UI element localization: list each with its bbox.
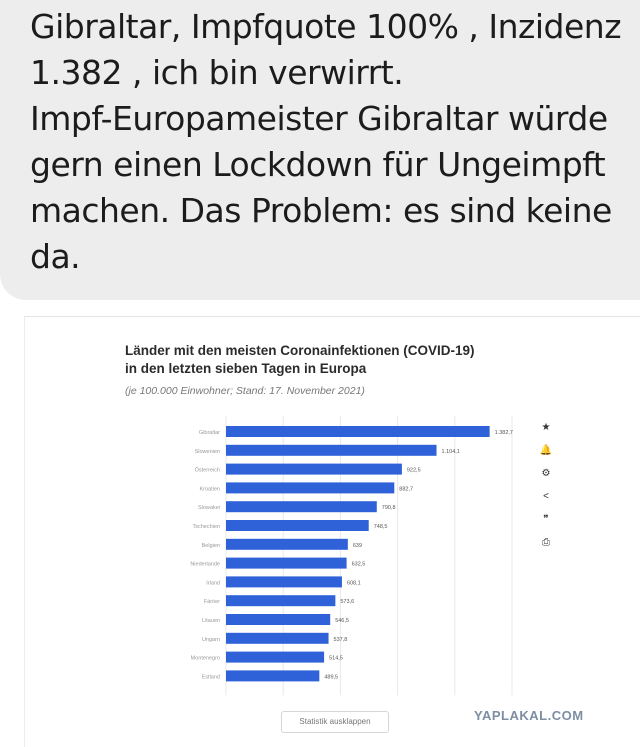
value-label: 1.382,7	[495, 430, 513, 436]
value-label: 1.104,1	[442, 449, 460, 455]
category-label: Färöer	[204, 599, 220, 605]
message-line: 1.382 , ich bin verwirrt.	[30, 53, 404, 92]
category-label: Irland	[206, 580, 220, 586]
chart-toolbar: ★ 🔔 ⚙ < ❞ ⎙	[536, 416, 556, 554]
statistic-card	[24, 316, 640, 747]
expand-statistic-button[interactable]: Statistik ausklappen	[281, 711, 389, 733]
bar[interactable]	[226, 670, 320, 682]
quote-icon[interactable]: ❞	[543, 514, 549, 525]
bar[interactable]	[226, 501, 377, 513]
message-line: gern einen Lockdown für Ungeimpft	[30, 145, 606, 184]
value-label: 573,6	[340, 599, 354, 605]
chart-title: Länder mit den meisten Coronainfektionen…	[125, 342, 475, 378]
gear-icon[interactable]: ⚙	[541, 468, 551, 479]
value-label: 632,5	[352, 562, 366, 568]
bar[interactable]	[226, 632, 329, 644]
category-label: Gibraltar	[199, 430, 220, 436]
category-label: Slowakei	[198, 505, 220, 511]
bell-icon[interactable]: 🔔	[539, 445, 553, 456]
category-label: Tschechien	[192, 524, 220, 530]
watermark: YAPLAKAL.COM	[474, 708, 584, 723]
chart-title-line1: Länder mit den meisten Coronainfektionen…	[125, 343, 475, 358]
bar[interactable]	[226, 426, 490, 437]
value-label: 546,5	[335, 618, 349, 624]
bar[interactable]	[226, 444, 437, 456]
value-label: 608,1	[347, 580, 361, 586]
bar-chart: Gibraltar 1.382,7 Slowenien 1.104,1 Österrei…	[190, 416, 513, 696]
message-bubble: Gibraltar, Impfquote 100% , Inzidenz 1.3…	[0, 0, 640, 300]
message-line: Gibraltar, Impfquote 100% , Inzidenz	[30, 7, 622, 46]
value-label: 537,8	[334, 637, 348, 643]
bar[interactable]	[226, 482, 395, 494]
bar[interactable]	[226, 538, 348, 550]
category-label: Ungarn	[202, 637, 220, 643]
bar[interactable]	[226, 614, 331, 625]
bar[interactable]	[226, 595, 336, 607]
category-label: Estland	[202, 674, 220, 680]
print-icon[interactable]: ⎙	[542, 537, 550, 548]
category-label: Litauen	[202, 618, 220, 624]
message-line: da.	[30, 237, 81, 276]
value-label: 514,5	[329, 656, 343, 662]
chart-subtitle: (je 100.000 Einwohner; Stand: 17. Novemb…	[125, 385, 365, 397]
bar[interactable]	[226, 576, 342, 588]
value-label: 790,8	[382, 505, 396, 511]
bar[interactable]	[226, 520, 369, 531]
value-label: 639	[353, 543, 362, 549]
category-label: Österreich	[195, 467, 220, 474]
share-icon[interactable]: <	[543, 491, 549, 502]
category-label: Slowenien	[195, 449, 220, 455]
bar[interactable]	[226, 463, 402, 475]
category-label: Niederlande	[190, 562, 220, 568]
value-label: 748,5	[374, 524, 388, 530]
message-text: Gibraltar, Impfquote 100% , Inzidenz 1.3…	[30, 4, 640, 280]
value-label: 882,7	[399, 486, 413, 492]
bar[interactable]	[226, 651, 325, 663]
bar[interactable]	[226, 557, 347, 569]
value-label: 489,5	[324, 674, 338, 680]
message-line: machen. Das Problem: es sind keine	[30, 191, 612, 230]
star-icon[interactable]: ★	[541, 422, 551, 433]
chart-title-line2: in den letzten sieben Tagen in Europa	[125, 361, 367, 376]
category-label: Belgien	[202, 543, 220, 549]
value-label: 922,5	[407, 468, 421, 474]
message-line: Impf-Europameister Gibraltar würde	[30, 99, 608, 138]
category-label: Kroatien	[200, 486, 221, 492]
category-label: Montenegro	[191, 656, 220, 662]
